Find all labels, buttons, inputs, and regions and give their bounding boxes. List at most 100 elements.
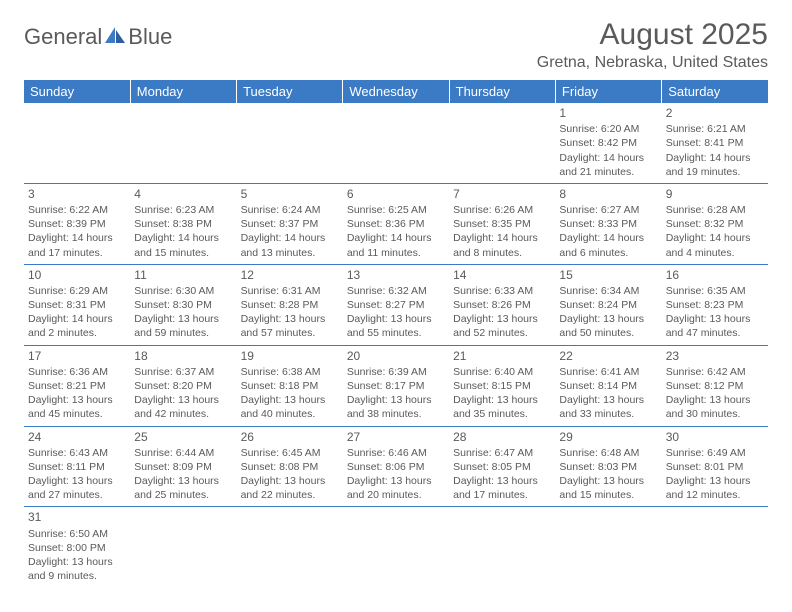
calendar-row: 10Sunrise: 6:29 AMSunset: 8:31 PMDayligh… [24,264,768,345]
sunset-text: Sunset: 8:14 PM [559,379,657,393]
day-number: 7 [453,186,551,202]
calendar-cell [24,103,130,183]
calendar-cell: 16Sunrise: 6:35 AMSunset: 8:23 PMDayligh… [662,264,768,345]
daylight-text: Daylight: 13 hours and 52 minutes. [453,312,551,340]
sunset-text: Sunset: 8:01 PM [666,460,764,474]
calendar-cell: 24Sunrise: 6:43 AMSunset: 8:11 PMDayligh… [24,426,130,507]
sunrise-text: Sunrise: 6:31 AM [241,284,339,298]
daylight-text: Daylight: 13 hours and 27 minutes. [28,474,126,502]
calendar-row: 1Sunrise: 6:20 AMSunset: 8:42 PMDaylight… [24,103,768,183]
day-number: 14 [453,267,551,283]
calendar-cell [343,103,449,183]
daylight-text: Daylight: 13 hours and 33 minutes. [559,393,657,421]
sunrise-text: Sunrise: 6:47 AM [453,446,551,460]
daylight-text: Daylight: 14 hours and 19 minutes. [666,151,764,179]
calendar-cell: 2Sunrise: 6:21 AMSunset: 8:41 PMDaylight… [662,103,768,183]
sunrise-text: Sunrise: 6:34 AM [559,284,657,298]
sunset-text: Sunset: 8:37 PM [241,217,339,231]
sunset-text: Sunset: 8:17 PM [347,379,445,393]
calendar-cell [449,507,555,587]
logo-text-blue: Blue [128,24,172,50]
sunset-text: Sunset: 8:42 PM [559,136,657,150]
calendar-cell: 17Sunrise: 6:36 AMSunset: 8:21 PMDayligh… [24,345,130,426]
logo-sail-icon [104,26,126,49]
month-title: August 2025 [537,18,768,52]
sunset-text: Sunset: 8:09 PM [134,460,232,474]
daylight-text: Daylight: 13 hours and 57 minutes. [241,312,339,340]
calendar-row: 31Sunrise: 6:50 AMSunset: 8:00 PMDayligh… [24,507,768,587]
daylight-text: Daylight: 13 hours and 20 minutes. [347,474,445,502]
daylight-text: Daylight: 13 hours and 9 minutes. [28,555,126,583]
calendar-cell: 27Sunrise: 6:46 AMSunset: 8:06 PMDayligh… [343,426,449,507]
sunset-text: Sunset: 8:18 PM [241,379,339,393]
calendar-cell [449,103,555,183]
sunset-text: Sunset: 8:32 PM [666,217,764,231]
sunset-text: Sunset: 8:15 PM [453,379,551,393]
day-number: 3 [28,186,126,202]
calendar-cell: 15Sunrise: 6:34 AMSunset: 8:24 PMDayligh… [555,264,661,345]
title-block: August 2025 Gretna, Nebraska, United Sta… [537,18,768,72]
day-header: Sunday [24,80,130,103]
daylight-text: Daylight: 13 hours and 17 minutes. [453,474,551,502]
day-number: 5 [241,186,339,202]
daylight-text: Daylight: 13 hours and 55 minutes. [347,312,445,340]
day-number: 17 [28,348,126,364]
sunrise-text: Sunrise: 6:49 AM [666,446,764,460]
daylight-text: Daylight: 14 hours and 8 minutes. [453,231,551,259]
day-number: 8 [559,186,657,202]
sunset-text: Sunset: 8:21 PM [28,379,126,393]
day-header: Friday [555,80,661,103]
sunset-text: Sunset: 8:41 PM [666,136,764,150]
sunset-text: Sunset: 8:27 PM [347,298,445,312]
day-number: 19 [241,348,339,364]
calendar-table: Sunday Monday Tuesday Wednesday Thursday… [24,80,768,587]
daylight-text: Daylight: 13 hours and 12 minutes. [666,474,764,502]
day-number: 25 [134,429,232,445]
sunset-text: Sunset: 8:28 PM [241,298,339,312]
sunset-text: Sunset: 8:38 PM [134,217,232,231]
sunrise-text: Sunrise: 6:35 AM [666,284,764,298]
daylight-text: Daylight: 14 hours and 11 minutes. [347,231,445,259]
calendar-cell [555,507,661,587]
sunrise-text: Sunrise: 6:21 AM [666,122,764,136]
day-number: 15 [559,267,657,283]
sunset-text: Sunset: 8:08 PM [241,460,339,474]
sunrise-text: Sunrise: 6:36 AM [28,365,126,379]
calendar-cell: 22Sunrise: 6:41 AMSunset: 8:14 PMDayligh… [555,345,661,426]
sunrise-text: Sunrise: 6:48 AM [559,446,657,460]
sunrise-text: Sunrise: 6:46 AM [347,446,445,460]
sunrise-text: Sunrise: 6:43 AM [28,446,126,460]
daylight-text: Daylight: 14 hours and 15 minutes. [134,231,232,259]
sunrise-text: Sunrise: 6:44 AM [134,446,232,460]
calendar-row: 24Sunrise: 6:43 AMSunset: 8:11 PMDayligh… [24,426,768,507]
calendar-cell: 14Sunrise: 6:33 AMSunset: 8:26 PMDayligh… [449,264,555,345]
sunset-text: Sunset: 8:23 PM [666,298,764,312]
day-header: Monday [130,80,236,103]
calendar-cell: 19Sunrise: 6:38 AMSunset: 8:18 PMDayligh… [237,345,343,426]
sunset-text: Sunset: 8:36 PM [347,217,445,231]
sunrise-text: Sunrise: 6:24 AM [241,203,339,217]
day-number: 9 [666,186,764,202]
sunrise-text: Sunrise: 6:41 AM [559,365,657,379]
day-number: 10 [28,267,126,283]
daylight-text: Daylight: 13 hours and 30 minutes. [666,393,764,421]
calendar-cell: 1Sunrise: 6:20 AMSunset: 8:42 PMDaylight… [555,103,661,183]
calendar-cell: 11Sunrise: 6:30 AMSunset: 8:30 PMDayligh… [130,264,236,345]
sunset-text: Sunset: 8:35 PM [453,217,551,231]
calendar-cell: 5Sunrise: 6:24 AMSunset: 8:37 PMDaylight… [237,183,343,264]
calendar-cell: 4Sunrise: 6:23 AMSunset: 8:38 PMDaylight… [130,183,236,264]
calendar-cell: 3Sunrise: 6:22 AMSunset: 8:39 PMDaylight… [24,183,130,264]
day-number: 21 [453,348,551,364]
day-number: 30 [666,429,764,445]
sunrise-text: Sunrise: 6:29 AM [28,284,126,298]
calendar-cell: 9Sunrise: 6:28 AMSunset: 8:32 PMDaylight… [662,183,768,264]
day-header: Saturday [662,80,768,103]
calendar-cell: 30Sunrise: 6:49 AMSunset: 8:01 PMDayligh… [662,426,768,507]
calendar-row: 3Sunrise: 6:22 AMSunset: 8:39 PMDaylight… [24,183,768,264]
calendar-cell [343,507,449,587]
sunrise-text: Sunrise: 6:50 AM [28,527,126,541]
daylight-text: Daylight: 13 hours and 22 minutes. [241,474,339,502]
sunrise-text: Sunrise: 6:26 AM [453,203,551,217]
sunset-text: Sunset: 8:00 PM [28,541,126,555]
day-header: Wednesday [343,80,449,103]
